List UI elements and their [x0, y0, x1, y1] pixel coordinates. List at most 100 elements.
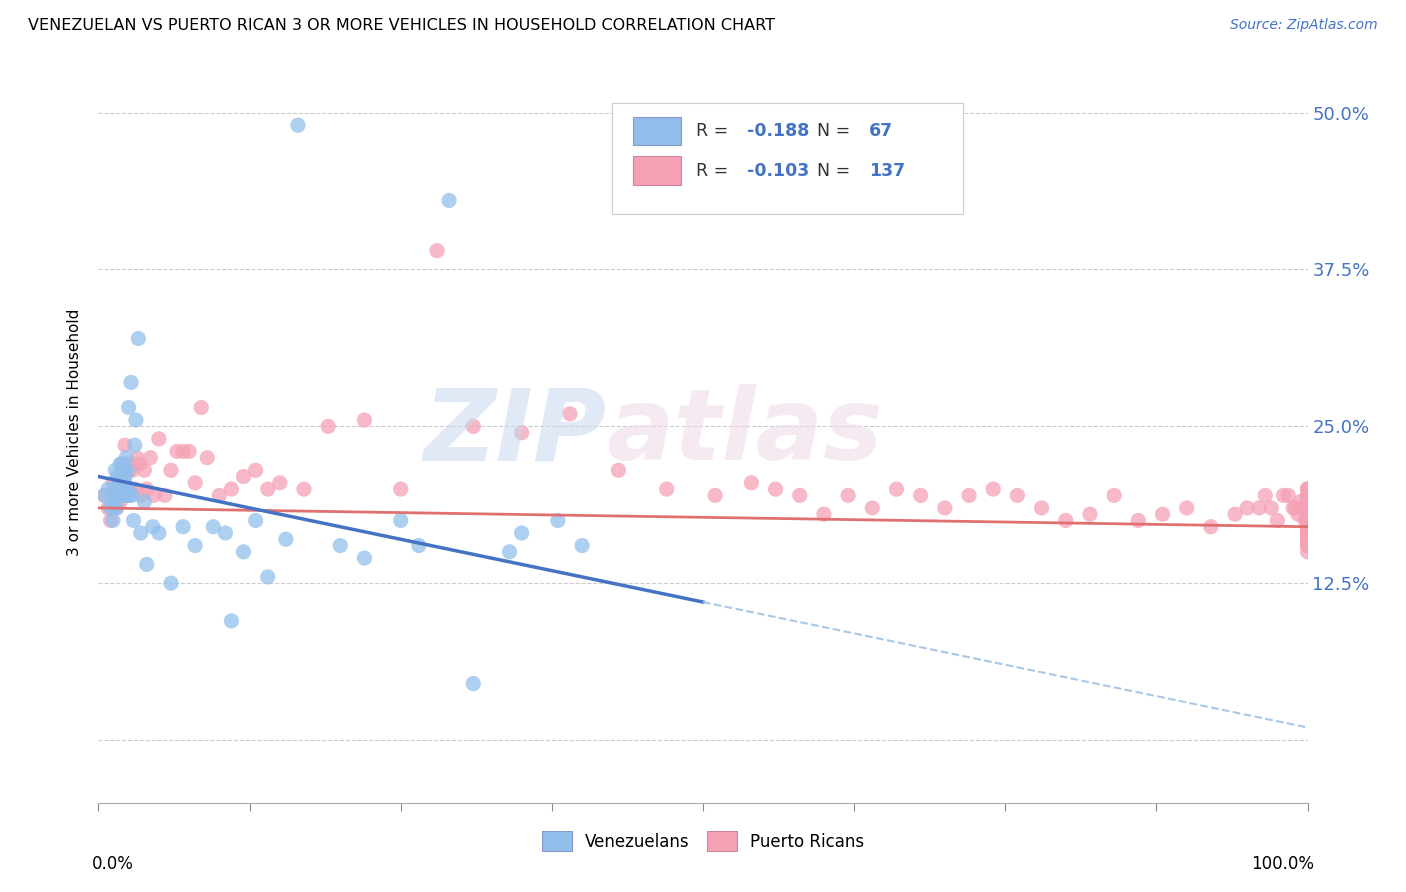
Point [1296, 507, 1319, 521]
Point [789, 488, 811, 502]
Point [111, 463, 134, 477]
Point [1296, 526, 1319, 541]
Point [1236, 500, 1258, 515]
Text: Source: ZipAtlas.com: Source: ZipAtlas.com [1230, 18, 1378, 32]
Point [1296, 526, 1319, 541]
Point [1296, 507, 1319, 521]
Point [1277, 488, 1299, 502]
Point [1296, 533, 1319, 547]
Point [245, 463, 267, 477]
Point [100, 500, 122, 515]
Point [107, 482, 129, 496]
Point [910, 488, 932, 502]
Point [101, 475, 124, 490]
Point [112, 463, 135, 477]
Point [118, 463, 141, 477]
Point [118, 401, 141, 415]
Point [124, 438, 146, 452]
Point [1054, 513, 1077, 527]
Point [1175, 500, 1198, 515]
Point [103, 500, 125, 515]
Point [1296, 500, 1319, 515]
Point [115, 488, 138, 502]
Point [111, 463, 134, 477]
Point [129, 526, 152, 541]
Text: R =: R = [696, 122, 734, 140]
Point [160, 463, 183, 477]
Point [1296, 520, 1319, 534]
Point [172, 444, 194, 458]
Point [1296, 507, 1319, 521]
Point [135, 558, 157, 572]
Point [1296, 539, 1319, 553]
Point [1296, 545, 1319, 559]
Point [153, 488, 176, 502]
Text: 100.0%: 100.0% [1250, 855, 1313, 872]
Point [122, 513, 145, 527]
Point [114, 482, 136, 496]
Point [117, 488, 139, 502]
Point [1223, 507, 1246, 521]
Point [329, 539, 352, 553]
Point [498, 545, 520, 559]
Point [232, 469, 254, 483]
Point [256, 570, 278, 584]
Point [389, 513, 412, 527]
Point [104, 463, 127, 477]
Point [124, 482, 146, 496]
Point [1296, 533, 1319, 547]
Point [1296, 513, 1319, 527]
Point [1296, 539, 1319, 553]
Point [1296, 507, 1319, 521]
Point [1296, 488, 1319, 502]
Point [221, 614, 243, 628]
Point [1284, 500, 1306, 515]
Point [105, 482, 128, 496]
Point [97, 482, 120, 496]
Point [1296, 539, 1319, 553]
Point [274, 533, 297, 547]
Point [107, 469, 129, 483]
Point [184, 475, 207, 490]
Point [127, 331, 149, 345]
Point [100, 494, 122, 508]
Point [1296, 482, 1319, 496]
Point [1296, 520, 1319, 534]
Point [316, 419, 339, 434]
Point [1296, 500, 1319, 515]
Point [232, 545, 254, 559]
Point [208, 488, 231, 502]
Point [134, 463, 156, 477]
Point [1296, 494, 1319, 508]
Point [1282, 500, 1305, 515]
Point [1296, 526, 1319, 541]
Point [1296, 513, 1319, 527]
Point [1296, 500, 1319, 515]
Point [107, 488, 129, 502]
Point [1296, 533, 1319, 547]
Point [1296, 500, 1319, 515]
Point [160, 576, 183, 591]
Point [1296, 520, 1319, 534]
Point [114, 475, 136, 490]
Text: atlas: atlas [606, 384, 883, 481]
Point [103, 482, 125, 496]
Point [110, 482, 132, 496]
Point [112, 482, 135, 496]
Point [389, 482, 412, 496]
Point [463, 676, 485, 690]
Point [103, 488, 125, 502]
Point [292, 482, 315, 496]
Point [1296, 513, 1319, 527]
Point [1078, 507, 1101, 521]
Point [1294, 513, 1316, 527]
Point [108, 475, 131, 490]
Point [765, 482, 787, 496]
Point [93, 488, 115, 502]
Point [214, 526, 236, 541]
Point [408, 539, 430, 553]
Point [558, 407, 581, 421]
Point [128, 457, 150, 471]
Point [134, 494, 156, 508]
Point [426, 244, 449, 258]
